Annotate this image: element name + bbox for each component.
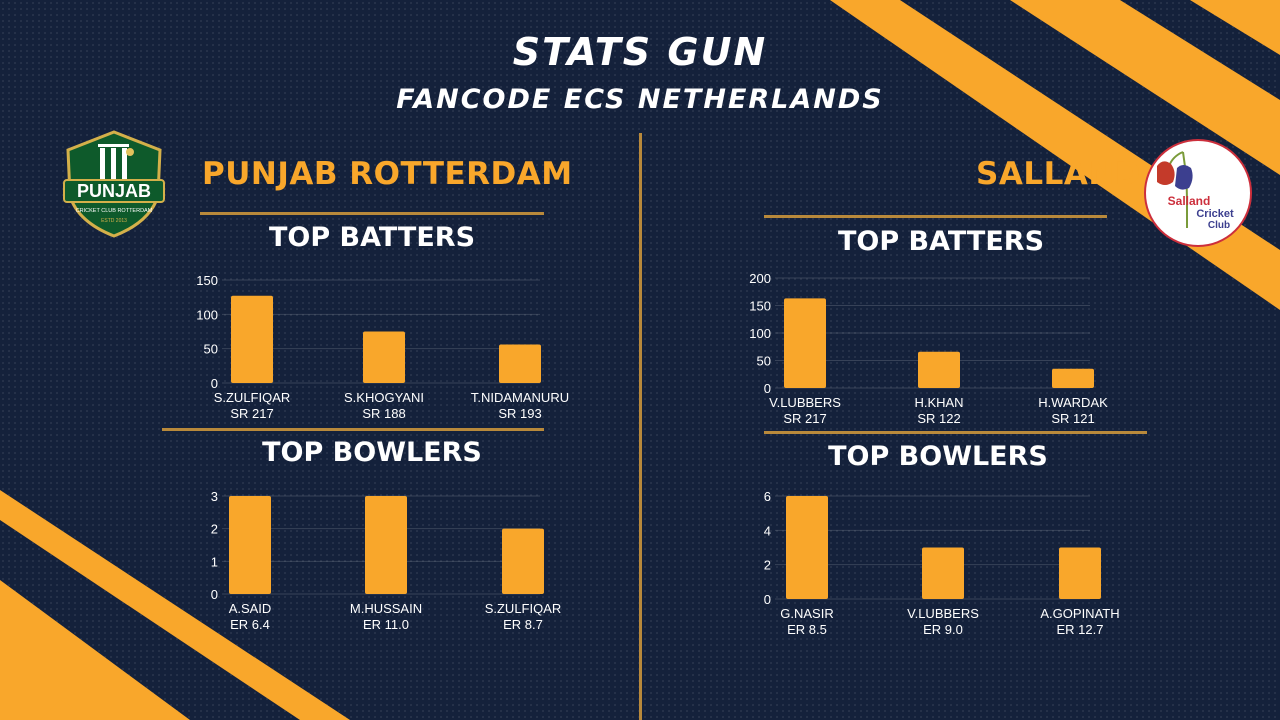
bar-hkhan (918, 351, 960, 388)
y-tick-label: 0 (211, 376, 218, 391)
bar-gnasir (786, 496, 828, 599)
top-batters-title-right: TOP BATTERS (837, 226, 1045, 257)
y-tick-label: 1 (211, 554, 218, 569)
y-tick-label: 50 (757, 354, 771, 369)
top-batters-title-left: TOP BATTERS (268, 222, 476, 253)
bar-vlubbers (922, 547, 964, 599)
top-bowlers-title-right: TOP BOWLERS (828, 441, 1048, 472)
punjab-logo-subtext: CRICKET CLUB ROTTERDAM (76, 208, 153, 214)
x-tick-label: H.KHAN (914, 395, 963, 410)
bar-skhogyani (363, 331, 405, 383)
bar-asaid (229, 496, 271, 594)
y-tick-label: 150 (196, 273, 218, 288)
x-sublabel: ER 12.7 (1057, 622, 1104, 637)
y-tick-label: 6 (764, 489, 771, 504)
x-sublabel: ER 9.0 (923, 622, 963, 637)
page-subtitle: FANCODE ECS NETHERLANDS (396, 84, 884, 115)
y-tick-label: 100 (749, 326, 771, 341)
bar-szulfiqar (502, 528, 544, 594)
y-tick-label: 150 (749, 299, 771, 314)
bar-agopinath (1059, 547, 1101, 599)
bar-tnidamanuru (499, 344, 541, 383)
y-tick-label: 2 (764, 558, 771, 573)
salland-logo-line2: Cricket (1196, 208, 1234, 220)
y-tick-label: 100 (196, 307, 218, 322)
x-tick-label: A.GOPINATH (1040, 606, 1119, 621)
x-tick-label: H.WARDAK (1038, 395, 1108, 410)
section-divider-right (764, 431, 1147, 434)
x-sublabel: SR 121 (1051, 411, 1094, 426)
bar-vlubbers (784, 298, 826, 388)
x-tick-label: M.HUSSAIN (350, 601, 422, 616)
page-title: STATS GUN (512, 30, 768, 74)
cricket-wicket-icon (98, 144, 134, 180)
x-tick-label: S.ZULFIQAR (214, 390, 291, 405)
x-sublabel: SR 217 (783, 411, 826, 426)
salland-logo: Salland Cricket Club (1144, 139, 1252, 247)
punjab-logo: PUNJAB CRICKET CLUB ROTTERDAM ESTD 2013 (63, 130, 165, 238)
x-sublabel: SR 188 (362, 406, 405, 421)
x-sublabel: SR 193 (498, 406, 541, 421)
y-tick-label: 50 (204, 342, 218, 357)
center-divider (639, 133, 642, 720)
x-tick-label: A.SAID (229, 601, 272, 616)
flower-bell-icon (1157, 151, 1193, 228)
x-tick-label: G.NASIR (780, 606, 833, 621)
y-tick-label: 0 (764, 381, 771, 396)
x-sublabel: ER 11.0 (363, 617, 409, 632)
top-bowlers-title-left: TOP BOWLERS (262, 437, 482, 468)
team-name-right: SALLAND (976, 156, 1141, 192)
x-sublabel: ER 6.4 (230, 617, 270, 632)
y-tick-label: 4 (764, 523, 771, 538)
salland-logo-line1: Salland (1168, 194, 1211, 208)
x-sublabel: SR 122 (917, 411, 960, 426)
x-tick-label: S.KHOGYANI (344, 390, 424, 405)
x-tick-label: V.LUBBERS (907, 606, 979, 621)
x-tick-label: T.NIDAMANURU (471, 390, 569, 405)
x-sublabel: SR 217 (230, 406, 273, 421)
y-tick-label: 0 (211, 587, 218, 602)
team-name-left: PUNJAB ROTTERDAM (202, 156, 573, 192)
x-tick-label: S.ZULFIQAR (485, 601, 562, 616)
punjab-logo-text: PUNJAB (77, 181, 151, 201)
x-sublabel: ER 8.5 (787, 622, 827, 637)
team-underline-right (764, 215, 1107, 218)
y-tick-label: 2 (211, 522, 218, 537)
bar-szulfiqar (231, 295, 273, 383)
section-divider-left (162, 428, 544, 431)
team-underline-left (200, 212, 544, 215)
y-tick-label: 200 (749, 271, 771, 286)
bar-mhussain (365, 496, 407, 594)
y-tick-label: 3 (211, 489, 218, 504)
punjab-logo-year: ESTD 2013 (101, 218, 127, 224)
x-sublabel: ER 8.7 (503, 617, 543, 632)
y-tick-label: 0 (764, 592, 771, 607)
x-tick-label: V.LUBBERS (769, 395, 841, 410)
bar-hwardak (1052, 368, 1094, 388)
salland-logo-line3: Club (1208, 220, 1230, 231)
